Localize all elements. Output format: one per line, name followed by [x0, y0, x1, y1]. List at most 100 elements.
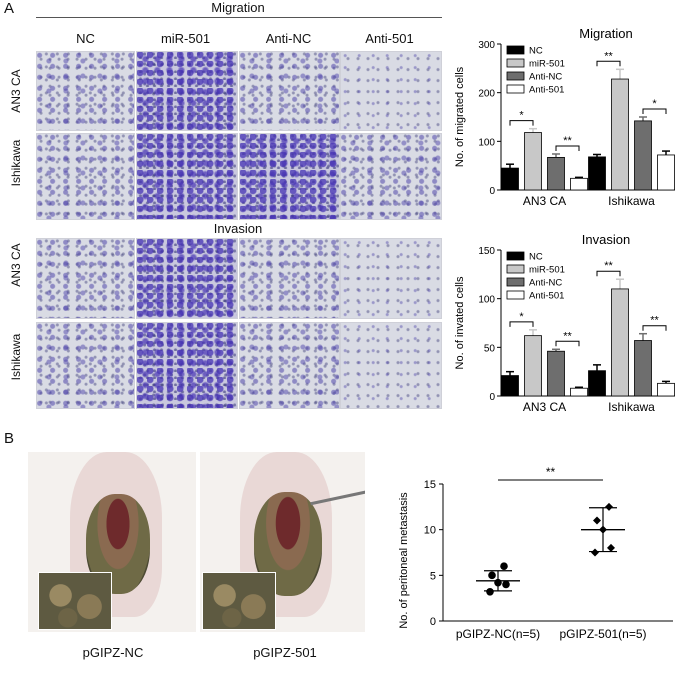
invasion-category-label: AN3 CA — [523, 400, 566, 414]
migration-y-tick-label: 300 — [478, 40, 495, 51]
panel-a-label: A — [4, 0, 15, 17]
micrograph-migration-ishikawa-mir501 — [136, 133, 238, 220]
migration-legend-swatch — [506, 71, 525, 81]
intestine-inset — [38, 572, 112, 630]
migration-significance-label: * — [652, 98, 657, 110]
invasion-bar — [611, 288, 629, 397]
micrograph-invasion-ishikawa-anti-nc — [239, 322, 340, 409]
migration-significance-label: ** — [563, 135, 572, 147]
migration-legend-swatch — [506, 58, 525, 68]
migration-bar — [547, 156, 565, 191]
migration-chart-title: Migration — [579, 26, 632, 41]
invasion-legend-swatch — [506, 277, 525, 287]
invasion-bar — [524, 335, 542, 397]
micrograph-migration-ishikawa-anti501 — [340, 133, 442, 220]
migration-bar-chart: Migration 0 100 200 300 No. of migrated cells… — [454, 26, 675, 208]
intestine-inset — [202, 572, 276, 630]
invasion-y-tick-label: 100 — [478, 295, 495, 306]
invasion-bar — [657, 382, 675, 397]
micrograph-invasion-an3ca-nc — [36, 238, 135, 319]
migration-y-axis-label: No. of migrated cells — [454, 66, 466, 167]
row-label-ishikawa-invasion: Ishikawa — [9, 333, 23, 381]
invasion-significance-bracket — [509, 321, 534, 327]
invasion-bar — [588, 370, 606, 397]
scatter-y-tick-label: 10 — [424, 525, 436, 537]
invasion-category-label: Ishikawa — [608, 400, 655, 414]
invasion-y-tick-label: 0 — [489, 392, 495, 403]
col-header-mir501: miR-501 — [160, 31, 211, 46]
scatter-point — [486, 587, 494, 596]
scatter-group-label: pGIPZ-NC(n=5) — [456, 627, 540, 641]
migration-significance-label: ** — [604, 50, 613, 62]
mouse-label-pgipz-501: pGIPZ-501 — [253, 645, 317, 660]
scatter-point — [502, 580, 510, 589]
migration-bar — [657, 154, 675, 191]
row-label-an3ca-invasion: AN3 CA — [9, 243, 23, 287]
migration-bar — [570, 177, 588, 191]
migration-y-tick-label: 200 — [478, 89, 495, 100]
invasion-legend-label: Anti-501 — [529, 291, 564, 302]
migration-header-rule — [36, 17, 442, 18]
micrograph-invasion-ishikawa-nc — [36, 322, 135, 409]
micrograph-invasion-an3ca-anti-nc — [239, 238, 340, 319]
micrograph-migration-an3ca-nc — [36, 51, 135, 131]
panel-b-label: B — [4, 430, 15, 447]
invasion-significance-bracket — [555, 340, 580, 347]
invasion-legend-swatch — [506, 290, 525, 300]
migration-legend-label: miR-501 — [529, 59, 565, 70]
micrograph-migration-ishikawa-anti-nc — [239, 133, 340, 220]
migration-bar — [524, 132, 542, 191]
migration-legend-swatch — [506, 45, 525, 55]
migration-significance-bracket — [509, 120, 534, 126]
col-header-anti501: Anti-501 — [365, 31, 414, 46]
scatter-point — [500, 562, 508, 570]
invasion-y-axis-label: No. of invated cells — [454, 276, 466, 369]
scatter-y-tick-label: 0 — [430, 616, 436, 628]
migration-header: Migration — [211, 0, 265, 15]
mouse-photo-pgipz-nc — [28, 452, 196, 632]
scatter-point — [605, 502, 613, 511]
invasion-significance-label: ** — [563, 330, 572, 342]
row-label-ishikawa-migration: Ishikawa — [9, 139, 23, 187]
migration-legend-label: NC — [529, 46, 543, 57]
micrograph-migration-an3ca-mir501 — [136, 51, 238, 131]
migration-significance-bracket — [555, 145, 580, 151]
invasion-bar — [570, 387, 588, 397]
mouse-label-pgipz-nc: pGIPZ-NC — [82, 645, 144, 660]
micrograph-migration-an3ca-anti501 — [340, 51, 442, 131]
micrograph-invasion-an3ca-anti501 — [340, 238, 442, 319]
invasion-header: Invasion — [213, 221, 263, 236]
invasion-legend-swatch — [506, 264, 525, 274]
scatter-y-tick-label: 5 — [430, 570, 436, 582]
scatter-y-tick-label: 15 — [424, 479, 436, 491]
invasion-significance-bracket — [642, 325, 667, 331]
scatter-point — [488, 571, 496, 580]
migration-legend-label: Anti-NC — [529, 72, 562, 83]
metastasis-scatter-chart: 0 5 10 15 No. of peritoneal metastasis pGIPZ-… — [398, 465, 673, 641]
invasion-bar — [547, 350, 565, 397]
micrograph-migration-an3ca-anti-nc — [239, 51, 340, 131]
scatter-point — [599, 525, 607, 534]
invasion-legend-label: NC — [529, 252, 543, 263]
invasion-significance-label: ** — [650, 315, 659, 327]
scatter-point — [607, 543, 615, 552]
migration-significance-label: * — [519, 110, 524, 122]
invasion-significance-label: * — [519, 311, 524, 323]
mouse-photo-pgipz-501 — [200, 452, 365, 632]
migration-significance-bracket — [642, 108, 667, 114]
invasion-legend-label: Anti-NC — [529, 278, 562, 289]
invasion-chart-title: Invasion — [582, 232, 630, 247]
micrograph-migration-ishikawa-nc — [36, 133, 135, 220]
scatter-point — [494, 578, 502, 587]
col-header-nc: NC — [76, 31, 95, 46]
invasion-bar-chart: Invasion 0 50 100 150 No. of invated cells AN3… — [454, 232, 675, 414]
invasion-bar — [634, 340, 652, 397]
invasion-legend-swatch — [506, 251, 525, 261]
scatter-group-label: pGIPZ-501(n=5) — [559, 627, 646, 641]
migration-category-label: AN3 CA — [523, 194, 566, 208]
invasion-legend-label: miR-501 — [529, 265, 565, 276]
migration-y-tick-label: 100 — [478, 137, 495, 148]
scatter-point — [593, 516, 601, 525]
migration-legend-swatch — [506, 84, 525, 94]
migration-bar — [588, 156, 606, 191]
